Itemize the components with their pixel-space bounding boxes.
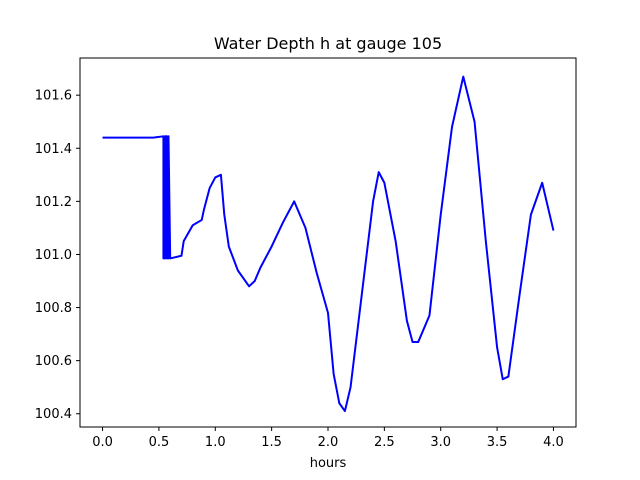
- x-axis-ticks: 0.0 0.5 1.0 1.5 2.0 2.5 3.0 3.5 4.0: [92, 427, 564, 450]
- y-tick-label: 101.0: [35, 248, 72, 263]
- series-layer: [102, 75, 555, 413]
- chart-title: Water Depth h at gauge 105: [214, 34, 442, 53]
- x-tick-label: 2.0: [318, 435, 339, 450]
- x-tick-label: 1.0: [205, 435, 226, 450]
- y-tick-label: 101.2: [35, 195, 72, 210]
- y-axis-ticks: 100.4 100.6 100.8 101.0 101.2 101.4 101.6: [35, 89, 80, 422]
- x-tick-label: 1.5: [261, 435, 282, 450]
- x-axis-label: hours: [310, 456, 347, 471]
- y-tick-label: 100.4: [35, 407, 72, 422]
- series-line-0: [102, 75, 555, 413]
- x-tick-label: 3.5: [487, 435, 508, 450]
- x-tick-label: 3.0: [430, 435, 451, 450]
- y-tick-label: 100.8: [35, 301, 72, 316]
- plot-area: 0.0 0.5 1.0 1.5 2.0 2.5 3.0 3.5 4.0 100.4100.610…: [35, 57, 577, 450]
- x-tick-label: 2.5: [374, 435, 395, 450]
- y-tick-label: 100.6: [35, 354, 72, 369]
- y-tick-label: 101.4: [35, 142, 72, 157]
- x-tick-label: 0.0: [92, 435, 113, 450]
- x-tick-label: 0.5: [149, 435, 170, 450]
- y-tick-label: 101.6: [35, 89, 72, 104]
- x-tick-label: 4.0: [543, 435, 564, 450]
